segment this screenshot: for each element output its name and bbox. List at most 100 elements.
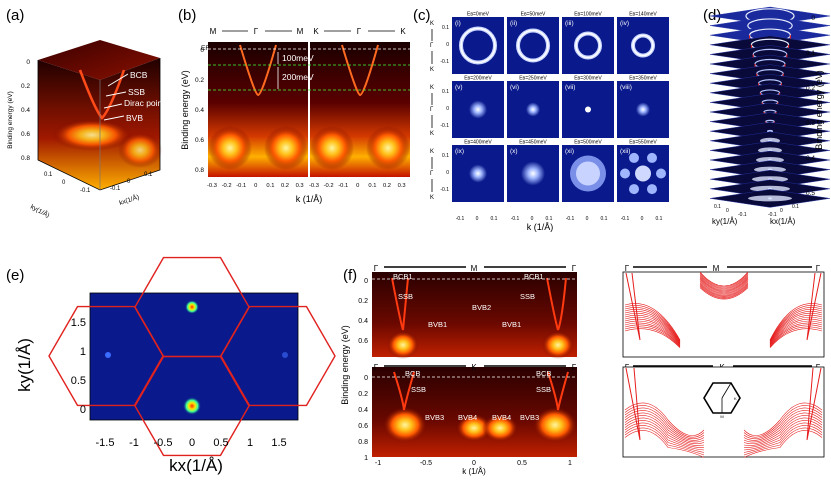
panel-b-xlabel: k (1/Å) bbox=[296, 194, 323, 204]
c-tile bbox=[617, 17, 669, 74]
panel-a-yticks: 0 0.2 0.4 0.6 0.8 0.1 0 -0.1 -0.1 0 0.1 bbox=[21, 59, 153, 194]
f-calc-band bbox=[624, 303, 681, 341]
cube-dirac-cone bbox=[78, 69, 126, 120]
arrow-dirac bbox=[103, 103, 123, 109]
c-ring-core bbox=[575, 32, 601, 59]
panel-e-yticks: 1.5 1 0.5 0 bbox=[71, 317, 86, 416]
f-top-glow-left bbox=[387, 331, 419, 359]
panel-b-label: (b) bbox=[178, 7, 196, 24]
f-calc-band bbox=[769, 320, 823, 346]
f-top-ann: BVB2 bbox=[472, 303, 491, 312]
f-calc-band bbox=[743, 417, 823, 446]
c-xtick: 0.1 bbox=[491, 216, 498, 222]
f-bottom-ann: BVB4 bbox=[492, 413, 511, 422]
d-ytick: 0.4 bbox=[806, 155, 815, 162]
f-bot-left-cone bbox=[393, 371, 415, 411]
e-xtick: 0 bbox=[189, 437, 195, 449]
f-bot-ytick: 1 bbox=[364, 455, 368, 462]
f-calc-band bbox=[699, 286, 749, 299]
c-side-k2: K bbox=[430, 195, 434, 201]
c-hex-spot bbox=[647, 184, 657, 195]
e-spot-top bbox=[185, 300, 199, 314]
f-calc-band bbox=[624, 309, 681, 342]
c-tile-energy: Eʙ=250meV bbox=[519, 76, 547, 82]
c-dot bbox=[469, 164, 487, 183]
f-calc-band bbox=[699, 273, 749, 288]
ann-100mev: 100meV bbox=[282, 53, 314, 63]
c-dot bbox=[526, 102, 540, 117]
c-tile-energy: Eʙ=50meV bbox=[521, 12, 546, 18]
f-calc-band bbox=[624, 410, 705, 441]
a-kx-tick: 0 bbox=[127, 179, 131, 185]
f-calc-band bbox=[769, 309, 823, 342]
e-bz-hexagon bbox=[48, 305, 164, 407]
c-side-k2: K bbox=[430, 131, 434, 137]
f-calc-band bbox=[769, 328, 823, 348]
f-calc-band bbox=[624, 312, 681, 344]
d-bvb-blob bbox=[754, 166, 786, 173]
panel-d-stack bbox=[709, 6, 831, 208]
panel-f-xlabel: k (1/Å) bbox=[462, 467, 486, 476]
c-dot bbox=[585, 106, 591, 113]
f-calc-band bbox=[624, 328, 681, 349]
a-ytick: 0.2 bbox=[21, 83, 30, 90]
c-tile-energy: Eʙ=500meV bbox=[574, 140, 602, 146]
panel-f-xticks: -1 -0.5 0 0.5 1 bbox=[375, 460, 572, 467]
c-xtick: 0 bbox=[586, 216, 589, 222]
f-top-left-cone bbox=[391, 277, 409, 331]
f-calc-band bbox=[769, 305, 823, 341]
f-bot-glow1 bbox=[383, 407, 427, 443]
f-top-ytick: 0.4 bbox=[358, 318, 368, 325]
c-tile-energy: Eʙ=550meV bbox=[629, 140, 657, 146]
c-xtick: -0.1 bbox=[621, 216, 630, 222]
c-tile-roman: (v) bbox=[455, 84, 463, 91]
c-xtick: 0 bbox=[641, 216, 644, 222]
c-hex-spot bbox=[620, 168, 630, 179]
f-calc-band bbox=[769, 314, 823, 344]
b-xtick-right: 0.1 bbox=[368, 183, 376, 189]
c-side-k: K bbox=[430, 21, 434, 27]
b-header-left: Γ bbox=[254, 27, 259, 36]
f-bot-ytick: 0.4 bbox=[358, 407, 368, 414]
panel-a: (a) BCB SSB Dirac point BVB Binding ener… bbox=[6, 7, 165, 219]
c-tile-roman: (i) bbox=[455, 20, 461, 27]
f-inset-line1 bbox=[721, 382, 732, 399]
d-kx-tick: 0.1 bbox=[792, 204, 799, 210]
c-tile-energy: Eʙ=100meV bbox=[574, 12, 602, 18]
b-left-glow1 bbox=[208, 126, 252, 170]
panel-c-tiles: (i) Eʙ=0meV (ii) Eʙ=50meV (iii)Eʙ=100meV (iv)… bbox=[452, 12, 669, 202]
f-calc-band bbox=[624, 316, 681, 345]
c-tile-roman: (vi) bbox=[510, 84, 519, 91]
panel-c-label: (c) bbox=[413, 7, 431, 24]
f-calc-band bbox=[624, 405, 705, 438]
f-calc-band bbox=[699, 274, 749, 289]
f-bot-glow4 bbox=[533, 407, 577, 443]
f-xtick: -0.5 bbox=[420, 460, 432, 467]
c-tile-roman: (ii) bbox=[510, 20, 517, 27]
f-calc-band bbox=[624, 318, 681, 345]
f-xtick: 0 bbox=[472, 460, 476, 467]
b-xtick-left: -0.3 bbox=[207, 183, 217, 189]
ann-ssb: SSB bbox=[128, 87, 145, 97]
f-top-ytick: 0.6 bbox=[358, 338, 368, 345]
f-calc-band bbox=[699, 271, 749, 287]
panel-e-hexagons bbox=[48, 256, 336, 457]
c-hex-spot bbox=[629, 184, 639, 195]
e-ytick: 1.5 bbox=[71, 317, 86, 329]
panel-c-xlabel: k (1/Å) bbox=[527, 222, 554, 232]
f-bot-glow3 bbox=[482, 414, 518, 442]
e-spot-gamma bbox=[183, 397, 201, 415]
ann-dirac-point: Dirac point bbox=[124, 98, 165, 108]
c-tile-roman: (iii) bbox=[565, 20, 574, 27]
a-ytick: 0.8 bbox=[21, 155, 30, 162]
c-hex-spot bbox=[629, 152, 639, 163]
f-bot-ytick: 0.2 bbox=[358, 391, 368, 398]
f-calc-band bbox=[769, 307, 823, 342]
d-kx-tick: -0.1 bbox=[768, 212, 777, 218]
f-calc-band bbox=[699, 284, 749, 298]
arrow-ssb bbox=[105, 91, 127, 97]
c-xtick: 0.1 bbox=[656, 216, 663, 222]
panel-e: (e) -1.5 -1 -0.5 0 0.5 1 1.5 1.510.50 ky(1/Å) … bbox=[6, 256, 336, 475]
panel-d: (d) 00.10.20.30.40.50.10-0.1-0.100.1 Bin… bbox=[703, 6, 831, 226]
